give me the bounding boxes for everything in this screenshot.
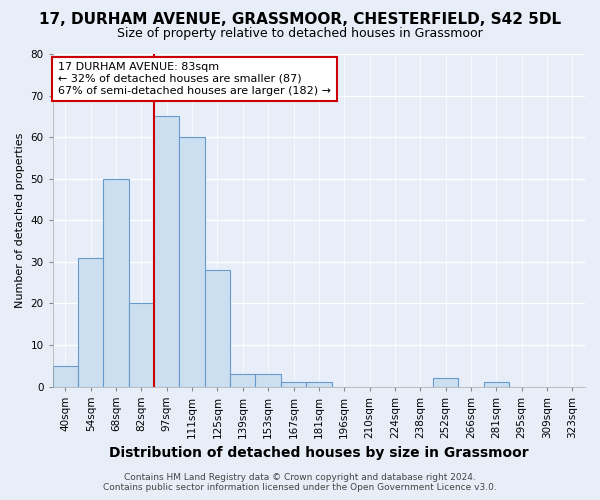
Text: Contains HM Land Registry data © Crown copyright and database right 2024.
Contai: Contains HM Land Registry data © Crown c… bbox=[103, 473, 497, 492]
Bar bbox=[230, 374, 256, 386]
X-axis label: Distribution of detached houses by size in Grassmoor: Distribution of detached houses by size … bbox=[109, 446, 529, 460]
Bar bbox=[281, 382, 306, 386]
Bar bbox=[154, 116, 179, 386]
Bar bbox=[205, 270, 230, 386]
Text: 17 DURHAM AVENUE: 83sqm
← 32% of detached houses are smaller (87)
67% of semi-de: 17 DURHAM AVENUE: 83sqm ← 32% of detache… bbox=[58, 62, 331, 96]
Bar bbox=[433, 378, 458, 386]
Y-axis label: Number of detached properties: Number of detached properties bbox=[15, 132, 25, 308]
Bar bbox=[78, 258, 103, 386]
Bar bbox=[306, 382, 332, 386]
Bar bbox=[53, 366, 78, 386]
Bar bbox=[256, 374, 281, 386]
Bar bbox=[484, 382, 509, 386]
Text: 17, DURHAM AVENUE, GRASSMOOR, CHESTERFIELD, S42 5DL: 17, DURHAM AVENUE, GRASSMOOR, CHESTERFIE… bbox=[39, 12, 561, 28]
Text: Size of property relative to detached houses in Grassmoor: Size of property relative to detached ho… bbox=[117, 28, 483, 40]
Bar bbox=[103, 178, 129, 386]
Bar bbox=[179, 137, 205, 386]
Bar bbox=[129, 304, 154, 386]
